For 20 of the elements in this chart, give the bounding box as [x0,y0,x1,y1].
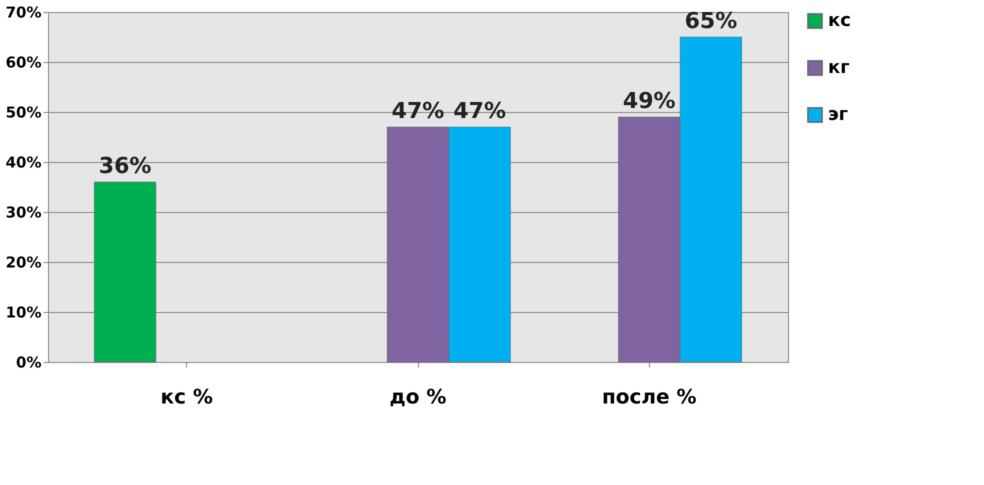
y-tick-label: 30% [6,204,42,222]
data-label: 47% [392,99,444,124]
data-label: 47% [453,99,506,124]
y-tick-label: 40% [6,154,42,172]
x-tick-label: до % [390,384,446,408]
data-label: 49% [622,89,676,114]
x-tick-label: кс % [160,384,213,408]
data-label: 65% [684,9,738,34]
y-tick-label: 60% [6,54,42,72]
y-tick-label: 10% [6,304,42,322]
x-tick-label: после % [602,384,697,408]
legend-label: кг [828,57,850,78]
y-tick-label: 20% [6,254,42,272]
data-label: 36% [98,154,152,179]
bar [94,182,156,362]
y-tick-label: 50% [6,104,42,122]
y-tick-label: 70% [6,4,42,22]
legend-label: кс [828,10,851,31]
legend-label: эг [828,104,848,125]
y-tick-label: 0% [16,354,42,372]
